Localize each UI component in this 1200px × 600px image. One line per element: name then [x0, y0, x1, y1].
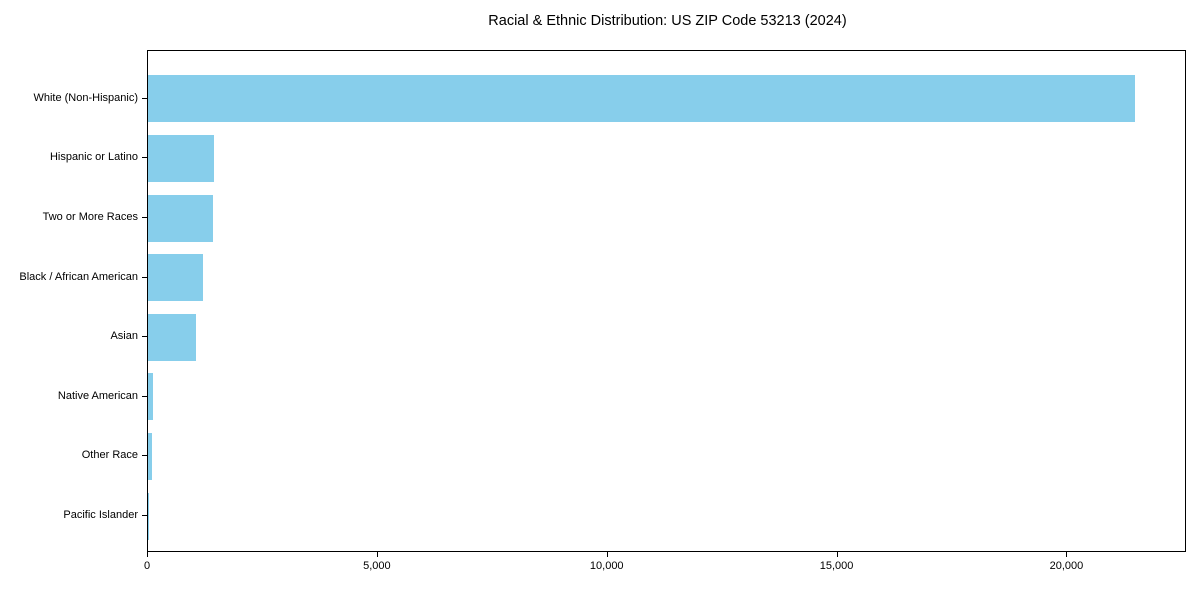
x-tick-mark — [836, 552, 838, 557]
bar-two-or-more-races — [148, 194, 213, 242]
x-tick-mark — [376, 552, 378, 557]
y-tick-label-black-african-american: Black / African American — [19, 270, 138, 283]
y-tick-label-pacific-islander: Pacific Islander — [63, 509, 138, 521]
y-tick-mark — [142, 157, 147, 159]
plot-area — [147, 50, 1186, 552]
y-tick-label-two-or-more-races: Two or More Races — [42, 211, 138, 223]
x-tick-label-0: 0 — [143, 560, 151, 572]
bar-white-non-hispanic — [148, 75, 1135, 123]
y-tick-label-native-american: Native American — [57, 389, 138, 402]
x-tick-mark — [606, 552, 608, 557]
chart-title: Racial & Ethnic Distribution: US ZIP Cod… — [488, 13, 847, 29]
x-tick-mark — [147, 552, 148, 557]
x-tick-label-15000: 15,000 — [819, 560, 854, 572]
bar-black-african-american — [148, 254, 204, 302]
bar-other-race — [148, 432, 152, 480]
y-tick-mark — [142, 276, 147, 278]
y-tick-label-other-race: Other Race — [81, 449, 138, 462]
y-tick-mark — [142, 217, 147, 218]
x-tick-label-5000: 5,000 — [363, 560, 391, 572]
y-tick-label-hispanic-or-latino: Hispanic or Latino — [49, 151, 138, 164]
bar-hispanic-or-latino — [148, 134, 214, 182]
bar-asian — [148, 313, 197, 361]
y-tick-mark — [142, 395, 147, 397]
x-tick-label-10000: 10,000 — [589, 560, 624, 572]
x-tick-label-20000: 20,000 — [1049, 560, 1084, 572]
y-tick-mark — [142, 336, 147, 338]
bar-native-american — [148, 373, 154, 421]
y-tick-mark — [142, 515, 147, 516]
y-tick-mark — [142, 97, 147, 99]
y-tick-mark — [142, 455, 147, 457]
y-tick-label-white-non-hispanic: White (Non-Hispanic) — [33, 91, 138, 104]
x-tick-mark — [1066, 552, 1068, 557]
y-tick-label-asian: Asian — [110, 330, 138, 343]
